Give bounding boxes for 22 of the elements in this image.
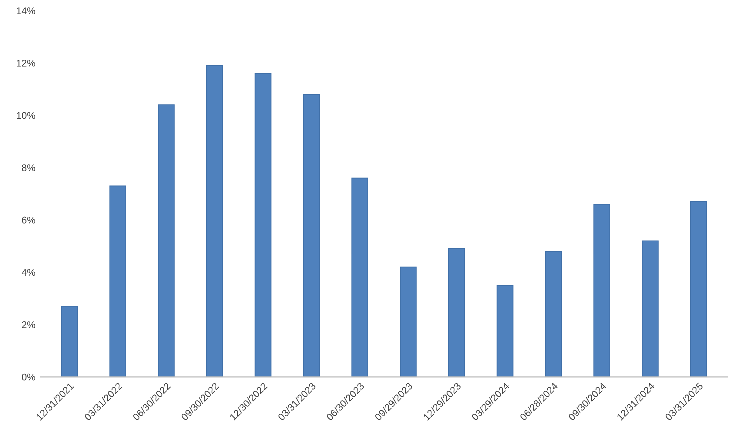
bar bbox=[496, 285, 514, 378]
bar bbox=[545, 251, 562, 378]
y-tick-label: 0% bbox=[22, 374, 36, 381]
y-tick-label: 8% bbox=[22, 164, 36, 172]
bar bbox=[303, 94, 320, 378]
y-tick-label: 10% bbox=[17, 112, 36, 120]
y-tick-label: 2% bbox=[22, 322, 36, 328]
bar bbox=[448, 248, 466, 378]
bar bbox=[352, 178, 368, 378]
bar bbox=[254, 73, 272, 378]
bar bbox=[690, 201, 708, 378]
y-tick-label: 14% bbox=[17, 8, 36, 14]
bar bbox=[400, 266, 417, 378]
y-tick-label: 4% bbox=[22, 269, 36, 276]
y-tick-label: 12% bbox=[17, 60, 36, 67]
bar bbox=[110, 186, 126, 378]
bar bbox=[61, 306, 78, 378]
bar bbox=[206, 65, 224, 378]
bar bbox=[642, 240, 659, 378]
y-tick-label: 6% bbox=[22, 216, 36, 224]
bar bbox=[158, 104, 175, 378]
bar bbox=[594, 204, 610, 378]
